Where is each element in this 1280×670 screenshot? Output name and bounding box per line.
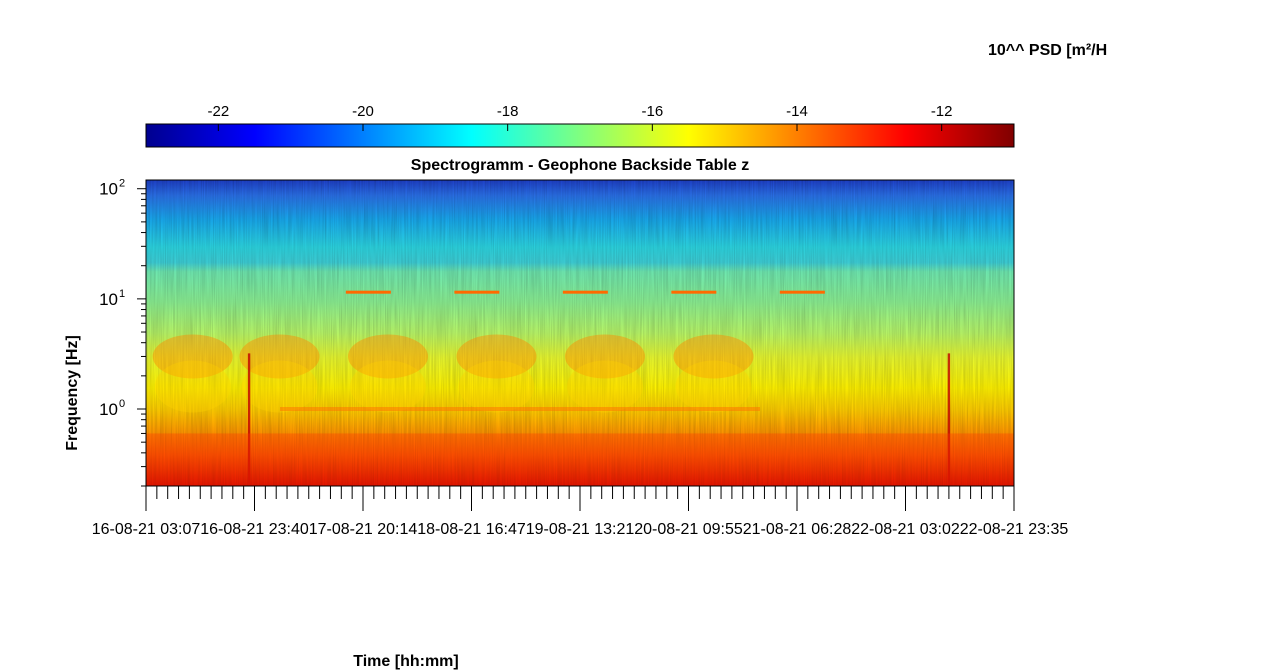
activity-burst	[239, 334, 320, 379]
band-1hz	[280, 407, 760, 412]
activity-burst	[565, 334, 645, 379]
x-tick-label: 22-08-21 03:02	[851, 521, 960, 538]
colorbar-tick-label: -18	[497, 103, 519, 120]
activity-burst	[456, 334, 537, 379]
y-tick-base: 10	[99, 180, 118, 199]
colorbar-tick-label: -22	[207, 103, 229, 120]
x-tick-label: 20-08-21 09:55	[634, 521, 743, 538]
narrowband-line	[345, 290, 391, 294]
narrowband-line	[454, 290, 500, 294]
activity-burst	[152, 334, 233, 379]
activity-burst-low	[567, 360, 643, 413]
activity-burst-low	[154, 360, 231, 413]
spectrogram-noise	[146, 180, 1014, 486]
spectrogram-features	[146, 290, 1014, 486]
y-tick-exponent: 2	[119, 178, 125, 190]
narrowband-line	[671, 290, 717, 294]
y-tick-base: 10	[99, 400, 118, 419]
narrowband-line	[779, 290, 825, 294]
low-frequency-band	[146, 433, 1014, 486]
x-tick-label: 19-08-21 13:21	[526, 521, 635, 538]
transient-spike	[947, 353, 951, 486]
narrowband-line	[562, 290, 608, 294]
x-tick-label: 16-08-21 03:07	[92, 521, 201, 538]
colorbar-tick-label: -16	[641, 103, 663, 120]
x-tick-label: 22-08-21 23:35	[960, 521, 1069, 538]
y-tick-exponent: 1	[119, 288, 125, 300]
y-tick-exponent: 0	[119, 398, 125, 410]
activity-burst-low	[458, 360, 535, 413]
colorbar-gradient	[145, 123, 1015, 148]
activity-burst-low	[241, 360, 318, 413]
colorbar-label: 10^^ PSD [m²/H	[988, 42, 1107, 59]
colorbar-tick-label: -14	[786, 103, 808, 120]
chart-title: Spectrogramm - Geophone Backside Table z	[411, 157, 749, 174]
x-axis: 16-08-21 03:07 16-08-21 23:40 17-08-21 20:…	[92, 486, 1069, 538]
y-tick-base: 10	[99, 290, 118, 309]
colorbar: -22 -20 -18 -16 -14 -12	[145, 103, 1015, 148]
y-tick-label: 10	[99, 180, 118, 199]
x-axis-label: Time [hh:mm]	[353, 653, 458, 670]
colorbar-ticks: -22 -20 -18 -16 -14 -12	[207, 103, 953, 131]
y-tick-label: 10	[99, 290, 118, 309]
colorbar-tick-label: -20	[352, 103, 374, 120]
transient-spike	[247, 353, 251, 486]
x-tick-label: 21-08-21 06:28	[743, 521, 852, 538]
activity-burst	[673, 334, 754, 379]
y-axis-label: Frequency [Hz]	[64, 335, 81, 451]
x-tick-label: 18-08-21 16:47	[417, 521, 526, 538]
activity-burst-low	[675, 360, 752, 413]
activity-burst-low	[350, 360, 426, 413]
activity-burst	[348, 334, 428, 379]
x-tick-label: 16-08-21 23:40	[200, 521, 309, 538]
colorbar-tick-label: -12	[931, 103, 953, 120]
plot-area	[146, 180, 1014, 486]
x-tick-label: 17-08-21 20:14	[309, 521, 418, 538]
y-tick-label: 10	[99, 400, 118, 419]
